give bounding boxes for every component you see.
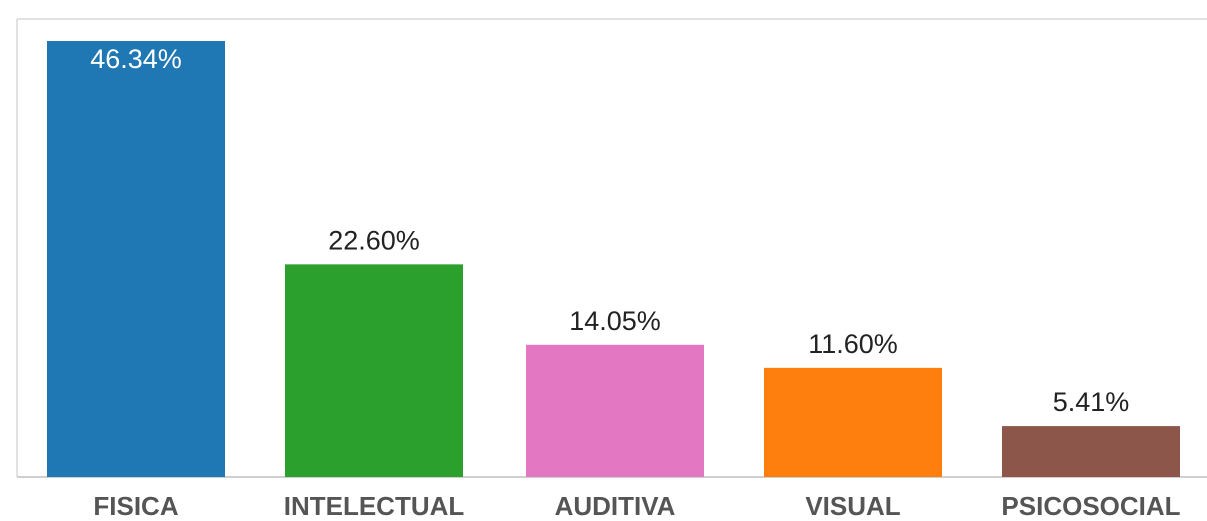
value-labels-group: 46.34% 22.60% 14.05% 11.60% 5.41% (90, 44, 1129, 417)
bar-intelectual (285, 264, 463, 477)
bar-auditiva (526, 344, 704, 477)
value-label-intelectual: 22.60% (328, 225, 420, 255)
bars-group (47, 41, 1180, 477)
x-tick-label-fisica: FISICA (93, 491, 178, 521)
value-label-auditiva: 14.05% (569, 306, 661, 336)
x-tick-label-visual: VISUAL (805, 491, 900, 521)
value-label-psicosocial: 5.41% (1053, 387, 1130, 417)
x-tick-label-auditiva: AUDITIVA (555, 491, 676, 521)
bar-fisica (47, 41, 225, 477)
bar-visual (764, 367, 942, 477)
value-label-visual: 11.60% (808, 329, 898, 359)
x-tick-label-intelectual: INTELECTUAL (284, 491, 465, 521)
value-label-fisica: 46.34% (90, 44, 182, 74)
x-tick-labels-group: FISICA INTELECTUAL AUDITIVA VISUAL PSICOSOCI… (93, 491, 1180, 521)
bar-psicosocial (1002, 426, 1180, 477)
x-tick-label-psicosocial: PSICOSOCIAL (1001, 491, 1180, 521)
